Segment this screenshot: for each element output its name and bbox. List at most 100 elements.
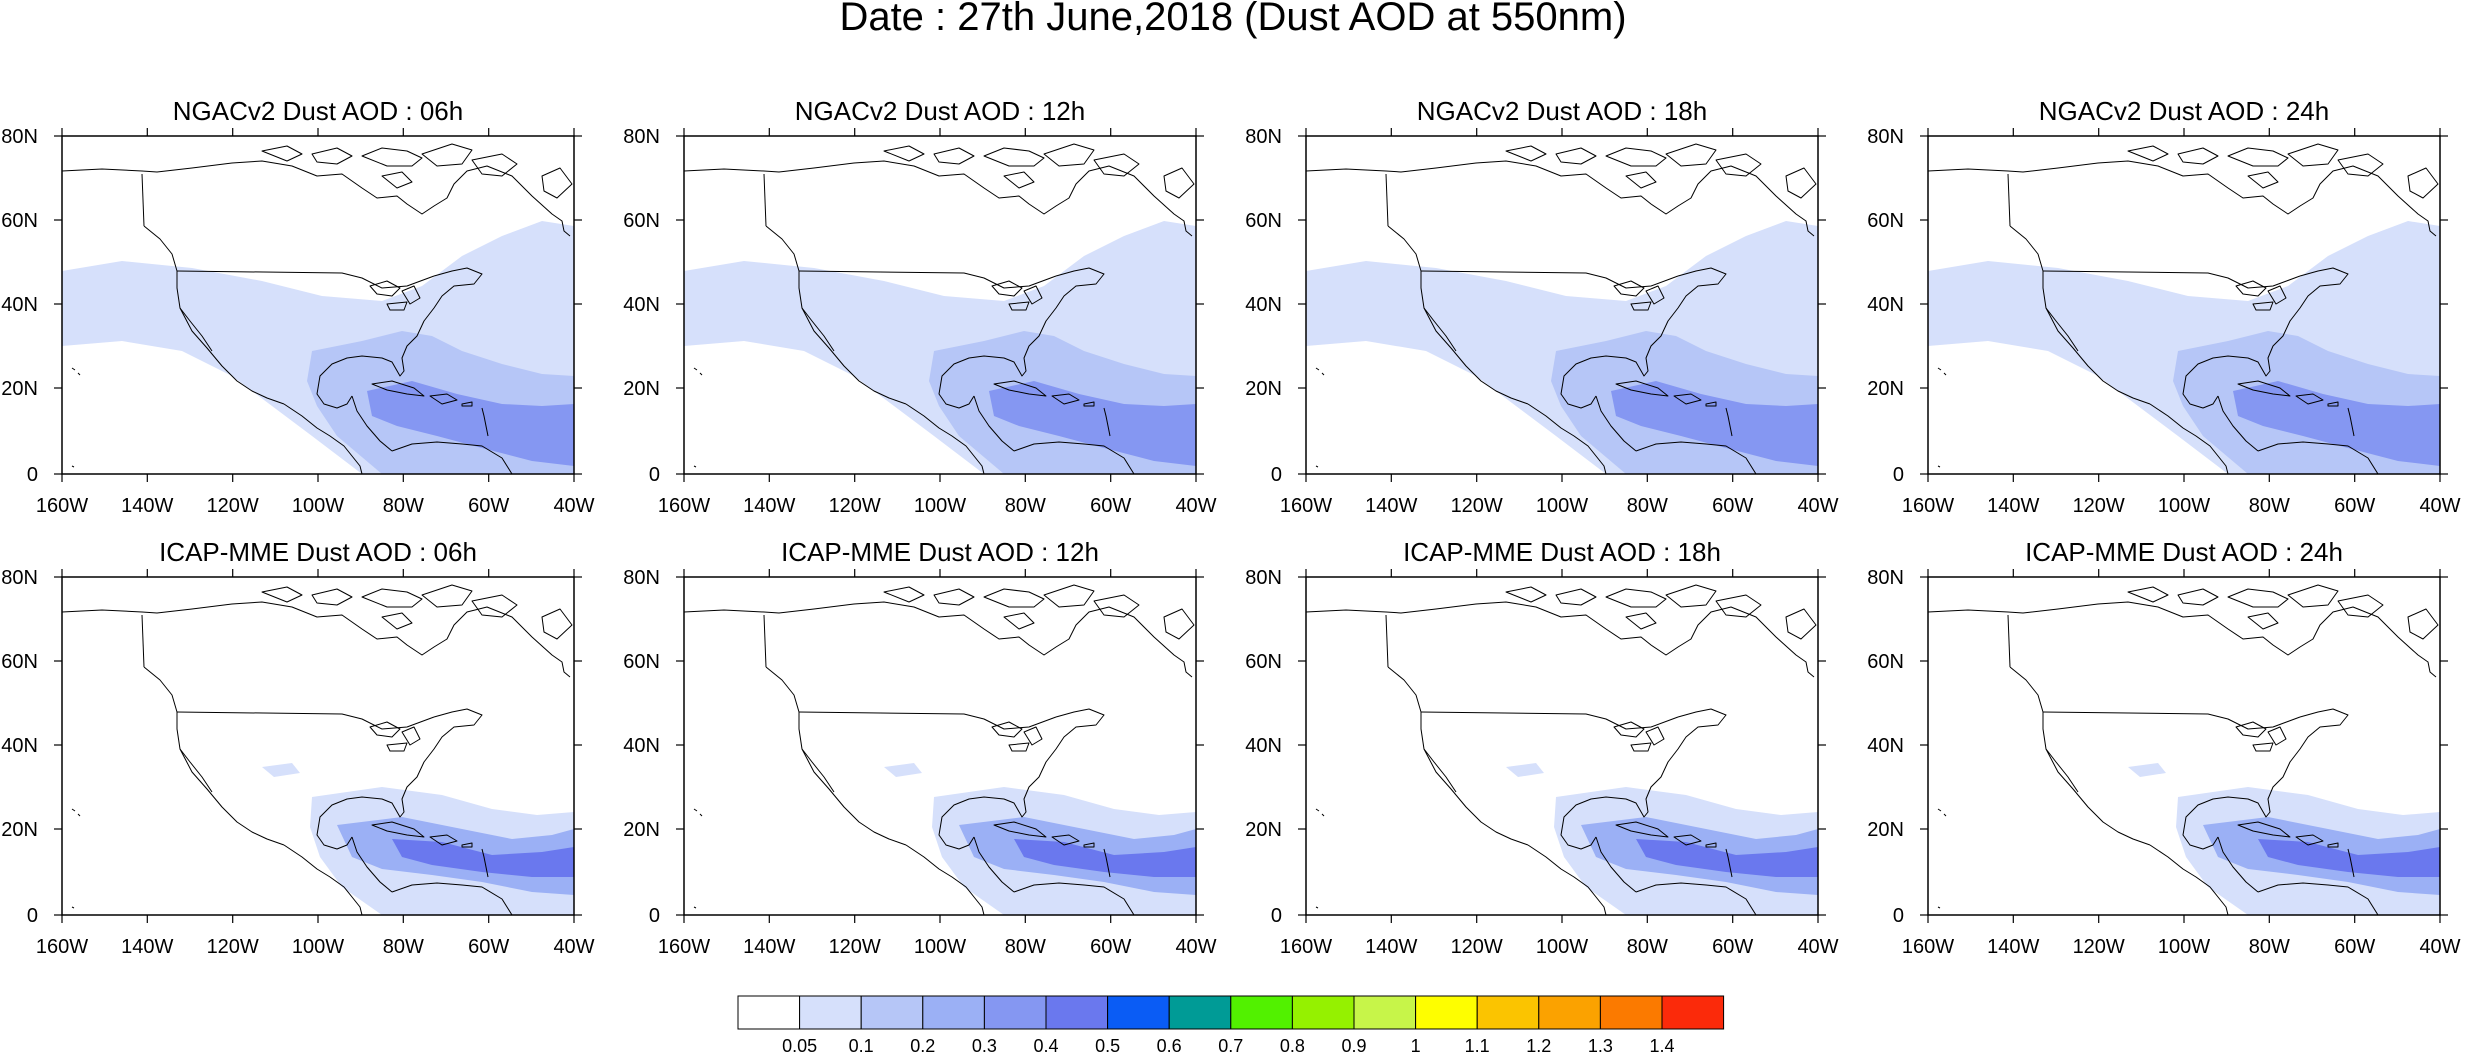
map-panel: NGACv2 Dust AOD : 12h 80N 60N 40N 20N 0 160W 14… bbox=[623, 96, 1216, 517]
lon-label: 40W bbox=[1797, 936, 1838, 958]
lon-label: 140W bbox=[121, 936, 173, 958]
lat-label: 80N bbox=[1245, 567, 1282, 589]
lat-label: 80N bbox=[1245, 126, 1282, 148]
map-area bbox=[1306, 136, 1818, 474]
colorbar-swatch bbox=[1538, 995, 1601, 1030]
lon-label: 160W bbox=[36, 936, 88, 958]
colorbar-label: 0.7 bbox=[1218, 1036, 1243, 1056]
lon-label: 100W bbox=[292, 936, 344, 958]
colorbar-swatch bbox=[1415, 995, 1478, 1030]
colorbar-label: 0.9 bbox=[1341, 1036, 1366, 1056]
map-panel: ICAP-MME Dust AOD : 06h 80N 60N 40N 20N 0 160W… bbox=[1, 537, 594, 958]
lon-label: 80W bbox=[1005, 936, 1046, 958]
lon-label: 120W bbox=[829, 936, 881, 958]
lat-label: 20N bbox=[1867, 378, 1904, 400]
lat-label: 60N bbox=[1867, 651, 1904, 673]
colorbar-swatch bbox=[799, 995, 862, 1030]
lon-label: 80W bbox=[1005, 495, 1046, 517]
panel-title: ICAP-MME Dust AOD : 12h bbox=[781, 537, 1099, 567]
dust-plume-dark bbox=[392, 839, 574, 877]
panel-title: ICAP-MME Dust AOD : 24h bbox=[2025, 537, 2343, 567]
dust-plume-spot bbox=[262, 763, 300, 777]
colorbar-label: 0.4 bbox=[1033, 1036, 1058, 1056]
lon-label: 60W bbox=[1090, 495, 1131, 517]
lat-label: 60N bbox=[1245, 210, 1282, 232]
map-panel: ICAP-MME Dust AOD : 24h 80N 60N 40N 20N 0 160W… bbox=[1867, 537, 2460, 958]
lat-label: 40N bbox=[1245, 294, 1282, 316]
colorbar-label: 1.2 bbox=[1526, 1036, 1551, 1056]
lon-label: 140W bbox=[121, 495, 173, 517]
colorbar-label: 1.4 bbox=[1649, 1036, 1674, 1056]
lon-label: 140W bbox=[1365, 936, 1417, 958]
lon-label: 40W bbox=[1797, 495, 1838, 517]
map-panel: NGACv2 Dust AOD : 24h 80N 60N 40N 20N 0 160W 14… bbox=[1867, 96, 2460, 517]
colorbar-label: 0.3 bbox=[972, 1036, 997, 1056]
map-area bbox=[1306, 577, 1818, 915]
lon-label: 80W bbox=[2249, 936, 2290, 958]
lat-label: 60N bbox=[1, 651, 38, 673]
colorbar-swatch bbox=[1168, 995, 1232, 1030]
lon-label: 60W bbox=[468, 495, 509, 517]
lon-label: 40W bbox=[2419, 936, 2460, 958]
lon-label: 60W bbox=[1712, 936, 1753, 958]
colorbar-label: 0.5 bbox=[1095, 1036, 1120, 1056]
lat-label: 80N bbox=[1, 567, 38, 589]
lon-label: 140W bbox=[743, 936, 795, 958]
colorbar-swatch bbox=[1476, 995, 1540, 1030]
lon-label: 80W bbox=[383, 936, 424, 958]
colorbar-label: 0.8 bbox=[1280, 1036, 1305, 1056]
lon-label: 120W bbox=[1451, 495, 1503, 517]
lat-label: 60N bbox=[1, 210, 38, 232]
lat-label: 80N bbox=[1867, 567, 1904, 589]
lon-label: 60W bbox=[1090, 936, 1131, 958]
lat-label: 60N bbox=[1245, 651, 1282, 673]
lon-label: 40W bbox=[553, 495, 594, 517]
map-area bbox=[62, 577, 574, 915]
lat-label: 20N bbox=[1245, 378, 1282, 400]
lon-label: 100W bbox=[292, 495, 344, 517]
lat-label: 80N bbox=[623, 567, 660, 589]
map-panel: ICAP-MME Dust AOD : 18h 80N 60N 40N 20N 0 160W… bbox=[1245, 537, 1838, 958]
colorbar-swatch bbox=[1353, 995, 1417, 1030]
lon-label: 80W bbox=[383, 495, 424, 517]
lon-label: 80W bbox=[1627, 495, 1668, 517]
colorbar-swatch bbox=[1599, 995, 1663, 1030]
dust-plume-spot bbox=[1506, 763, 1544, 777]
lon-label: 160W bbox=[658, 936, 710, 958]
lon-label: 160W bbox=[1902, 936, 1954, 958]
lat-label: 0 bbox=[1893, 464, 1904, 486]
lat-label: 60N bbox=[623, 210, 660, 232]
panel-title: ICAP-MME Dust AOD : 06h bbox=[159, 537, 477, 567]
colorbar-swatch bbox=[860, 995, 924, 1030]
colorbar-label: 0.05 bbox=[782, 1036, 817, 1056]
lat-label: 40N bbox=[1867, 294, 1904, 316]
lat-label: 40N bbox=[623, 735, 660, 757]
colorbar-label: 1.3 bbox=[1588, 1036, 1613, 1056]
lon-label: 160W bbox=[1902, 495, 1954, 517]
dust-plume-dark bbox=[989, 381, 1196, 466]
lon-label: 40W bbox=[1175, 495, 1216, 517]
lon-label: 80W bbox=[2249, 495, 2290, 517]
map-area bbox=[62, 136, 574, 474]
map-panel: ICAP-MME Dust AOD : 12h 80N 60N 40N 20N 0 160W… bbox=[623, 537, 1216, 958]
lat-label: 20N bbox=[1245, 819, 1282, 841]
lat-label: 40N bbox=[1, 294, 38, 316]
dust-plume-dark bbox=[2258, 839, 2440, 877]
colorbar-swatch bbox=[1230, 995, 1293, 1030]
lon-label: 140W bbox=[1987, 936, 2039, 958]
colorbar-swatch bbox=[922, 995, 985, 1030]
colorbar-label: 1 bbox=[1411, 1036, 1421, 1056]
panel-title: NGACv2 Dust AOD : 12h bbox=[795, 96, 1085, 126]
lat-label: 20N bbox=[1867, 819, 1904, 841]
lat-label: 40N bbox=[623, 294, 660, 316]
dust-plume-dark bbox=[1611, 381, 1818, 466]
lat-label: 40N bbox=[1867, 735, 1904, 757]
lat-label: 40N bbox=[1245, 735, 1282, 757]
dust-plume-dark bbox=[1014, 839, 1196, 877]
colorbar-swatch bbox=[1045, 995, 1109, 1030]
lat-label: 0 bbox=[27, 905, 38, 927]
colorbar-label: 0.6 bbox=[1157, 1036, 1182, 1056]
lon-label: 60W bbox=[2334, 936, 2375, 958]
colorbar-swatch bbox=[983, 995, 1047, 1030]
